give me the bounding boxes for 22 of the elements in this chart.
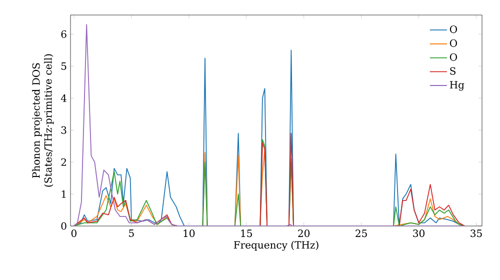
y-tick-label: 5 [61, 62, 66, 70]
y-tick-label: 6 [61, 30, 66, 38]
x-tick-label: 20 [298, 230, 310, 238]
legend-label: O [450, 53, 458, 61]
y-tick-label: 4 [60, 94, 66, 102]
legend-label: Hg [450, 81, 464, 91]
x-tick-label: 25 [356, 230, 367, 238]
y-tick-label: 3 [61, 126, 66, 134]
x-tick-label: 35 [470, 230, 482, 238]
x-tick-label: 15 [241, 230, 252, 238]
y-axis-title: Phonon projected DOS (States/THz·primitive cell) [32, 54, 54, 187]
legend-label: O [450, 39, 458, 47]
y-tick-label: 1 [62, 190, 66, 198]
y-tick-label: 2 [61, 158, 66, 166]
x-tick-label: 0 [71, 230, 76, 238]
x-tick-label: 5 [129, 230, 134, 237]
x-tick-label: 10 [184, 230, 195, 238]
legend-label: S [450, 67, 456, 75]
legend-label: O [450, 26, 458, 34]
x-tick-label: 30 [413, 230, 424, 238]
y-tick-label: 0 [61, 222, 66, 230]
x-axis-title: Frequency (THz) [234, 240, 318, 251]
